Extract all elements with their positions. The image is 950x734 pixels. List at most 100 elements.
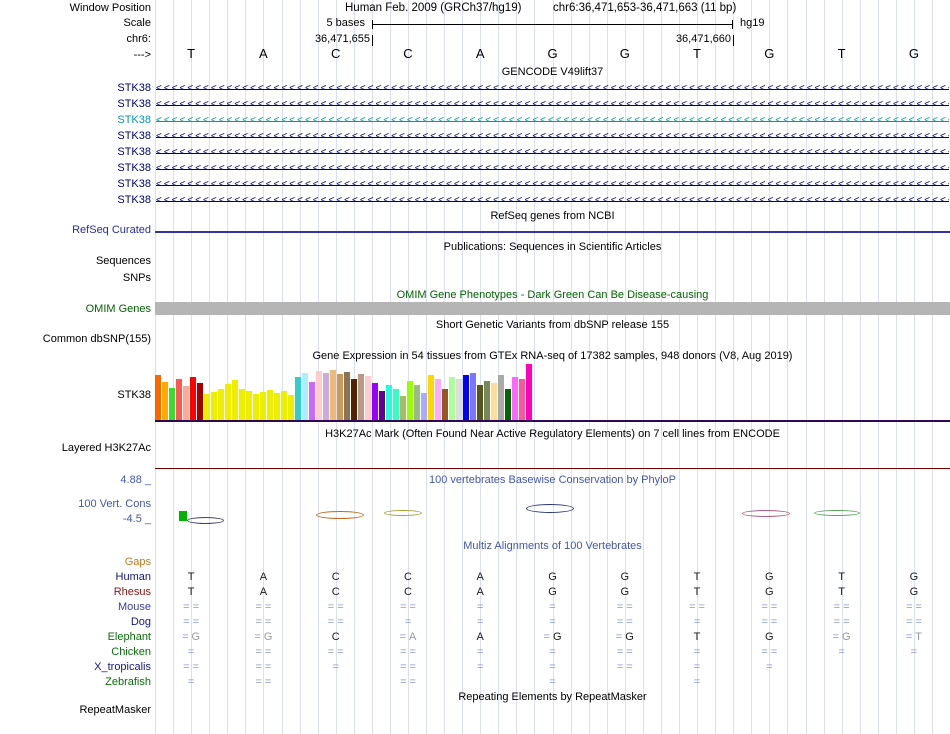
multiz-alignment-cell[interactable]: T xyxy=(837,586,847,599)
multiz-alignment-cell[interactable]: = = xyxy=(254,661,273,674)
phylop-signal[interactable] xyxy=(814,510,860,516)
multiz-alignment-cell[interactable]: = T xyxy=(904,631,923,644)
multiz-alignment-cell[interactable]: = xyxy=(331,661,340,674)
gtex-expression-bar[interactable] xyxy=(519,379,525,420)
multiz-alignment-cell[interactable]: G xyxy=(547,586,559,599)
gtex-expression-bar[interactable] xyxy=(428,375,434,420)
track-label-sequences[interactable]: Sequences xyxy=(95,255,151,267)
gtex-expression-bar[interactable] xyxy=(176,379,182,420)
multiz-alignment-cell[interactable]: = = xyxy=(832,601,851,614)
gtex-expression-bar[interactable] xyxy=(246,391,252,420)
multiz-alignment-cell[interactable]: = = xyxy=(688,601,707,614)
multiz-alignment-cell[interactable]: = xyxy=(692,661,701,674)
track-label-layered-h3k27ac[interactable]: Layered H3K27Ac xyxy=(61,442,151,454)
gene-transcript-arrows[interactable]: <<<<<<<<<<<<<<<<<<<<<<<<<<<<<<<<<<<<<<<<… xyxy=(156,114,949,128)
multiz-alignment-cell[interactable]: G xyxy=(764,631,776,644)
multiz-alignment-cell[interactable]: = = xyxy=(615,661,634,674)
gtex-expression-bar[interactable] xyxy=(204,394,210,420)
multiz-alignment-cell[interactable]: = G xyxy=(831,631,852,644)
multiz-alignment-cell[interactable]: G xyxy=(764,571,776,584)
gtex-expression-bar[interactable] xyxy=(463,375,469,420)
gene-transcript-arrows[interactable]: <<<<<<<<<<<<<<<<<<<<<<<<<<<<<<<<<<<<<<<<… xyxy=(156,178,949,192)
track-label-zebrafish[interactable]: Zebrafish xyxy=(105,676,151,688)
gene-transcript-arrows[interactable]: <<<<<<<<<<<<<<<<<<<<<<<<<<<<<<<<<<<<<<<<… xyxy=(156,162,949,176)
gtex-expression-bar[interactable] xyxy=(414,385,420,420)
gtex-expression-bar[interactable] xyxy=(351,379,357,420)
multiz-alignment-cell[interactable]: = xyxy=(692,676,701,689)
gtex-expression-bar[interactable] xyxy=(386,385,392,420)
gtex-expression-bar[interactable] xyxy=(358,374,364,420)
multiz-alignment-cell[interactable]: = xyxy=(548,676,557,689)
multiz-alignment-cell[interactable]: = = xyxy=(399,646,418,659)
track-label-stk38[interactable]: STK38 xyxy=(117,162,151,174)
multiz-alignment-cell[interactable]: = = xyxy=(254,646,273,659)
multiz-alignment-cell[interactable]: = = xyxy=(399,601,418,614)
gtex-expression-bar[interactable] xyxy=(183,386,189,420)
phylop-signal[interactable] xyxy=(187,517,224,524)
multiz-alignment-cell[interactable]: T xyxy=(692,571,702,584)
track-label-100-vert-cons[interactable]: 100 Vert. Cons xyxy=(78,498,151,510)
gene-transcript-arrows[interactable]: <<<<<<<<<<<<<<<<<<<<<<<<<<<<<<<<<<<<<<<<… xyxy=(156,98,949,112)
multiz-alignment-cell[interactable]: = = xyxy=(254,676,273,689)
multiz-alignment-cell[interactable]: = = xyxy=(182,601,201,614)
multiz-alignment-cell[interactable]: = = xyxy=(254,616,273,629)
track-label-stk38[interactable]: STK38 xyxy=(117,146,151,158)
multiz-alignment-cell[interactable]: G xyxy=(908,571,920,584)
gtex-expression-bar[interactable] xyxy=(155,375,161,420)
multiz-alignment-cell[interactable]: = = xyxy=(615,601,634,614)
track-label-snps[interactable]: SNPs xyxy=(122,272,151,284)
multiz-alignment-cell[interactable]: = = xyxy=(760,616,779,629)
multiz-alignment-cell[interactable]: = = xyxy=(760,646,779,659)
multiz-alignment-cell[interactable]: A xyxy=(258,586,268,599)
multiz-alignment-cell[interactable]: = = xyxy=(326,646,345,659)
phylop-signal[interactable] xyxy=(526,504,574,513)
track-label-x_tropicalis[interactable]: X_tropicalis xyxy=(94,661,151,673)
gtex-expression-bar[interactable] xyxy=(407,381,413,420)
track-label-stk38[interactable]: STK38 xyxy=(117,82,151,94)
gtex-expression-bar[interactable] xyxy=(379,391,385,420)
track-label-stk38[interactable]: STK38 xyxy=(117,114,151,126)
gtex-expression-bar[interactable] xyxy=(211,392,217,420)
gtex-expression-bar[interactable] xyxy=(232,380,238,420)
gtex-expression-bar[interactable] xyxy=(498,375,504,420)
gtex-expression-bar[interactable] xyxy=(288,395,294,420)
multiz-alignment-cell[interactable]: = = xyxy=(326,601,345,614)
multiz-alignment-cell[interactable]: T xyxy=(692,631,702,644)
gene-transcript-arrows[interactable]: <<<<<<<<<<<<<<<<<<<<<<<<<<<<<<<<<<<<<<<<… xyxy=(156,194,949,208)
track-label-stk38[interactable]: STK38 xyxy=(117,178,151,190)
multiz-alignment-cell[interactable]: = xyxy=(548,661,557,674)
multiz-alignment-cell[interactable]: = = xyxy=(326,616,345,629)
multiz-alignment-cell[interactable]: = xyxy=(475,661,484,674)
multiz-alignment-cell[interactable]: = xyxy=(475,646,484,659)
multiz-alignment-cell[interactable]: = xyxy=(186,646,195,659)
track-label-mouse[interactable]: Mouse xyxy=(117,601,151,613)
gtex-expression-bar[interactable] xyxy=(505,389,511,420)
multiz-alignment-cell[interactable]: = = xyxy=(254,601,273,614)
multiz-alignment-cell[interactable]: = = xyxy=(760,601,779,614)
track-label-repeatmasker[interactable]: RepeatMasker xyxy=(79,704,151,716)
gtex-expression-bar[interactable] xyxy=(512,377,518,420)
gtex-expression-bar[interactable] xyxy=(309,382,315,420)
multiz-alignment-cell[interactable]: = xyxy=(475,616,484,629)
gtex-expression-bar[interactable] xyxy=(470,373,476,420)
phylop-signal[interactable] xyxy=(316,511,364,519)
gtex-expression-bar[interactable] xyxy=(484,381,490,420)
multiz-alignment-cell[interactable]: T xyxy=(837,571,847,584)
track-label-common-dbsnp[interactable]: Common dbSNP(155) xyxy=(42,333,151,345)
gtex-expression-bar[interactable] xyxy=(323,373,329,420)
gtex-expression-bar[interactable] xyxy=(267,390,273,420)
multiz-alignment-cell[interactable]: = xyxy=(403,616,412,629)
track-label-stk38[interactable]: STK38 xyxy=(117,98,151,110)
phylop-signal[interactable] xyxy=(384,510,422,516)
multiz-alignment-cell[interactable]: = xyxy=(692,616,701,629)
multiz-alignment-cell[interactable]: = = xyxy=(904,616,923,629)
gtex-expression-bar[interactable] xyxy=(274,393,280,420)
multiz-alignment-cell[interactable]: T xyxy=(692,586,702,599)
multiz-alignment-cell[interactable]: T xyxy=(186,586,196,599)
omim-genes-bar[interactable] xyxy=(155,302,950,315)
multiz-alignment-cell[interactable]: = A xyxy=(398,631,418,644)
multiz-alignment-cell[interactable]: = xyxy=(765,661,774,674)
gtex-expression-bar[interactable] xyxy=(302,373,308,420)
multiz-alignment-cell[interactable]: = xyxy=(548,616,557,629)
multiz-alignment-cell[interactable]: C xyxy=(403,571,414,584)
